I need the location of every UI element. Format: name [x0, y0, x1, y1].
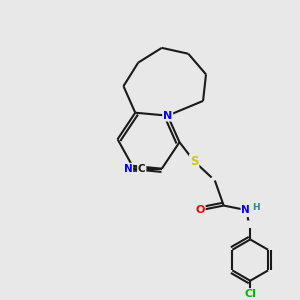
Text: N: N: [124, 164, 132, 174]
Text: H: H: [252, 203, 260, 212]
Text: S: S: [190, 155, 199, 168]
Text: N: N: [163, 111, 172, 121]
Text: Cl: Cl: [244, 289, 256, 299]
Text: N: N: [242, 205, 250, 215]
Text: O: O: [195, 205, 205, 215]
Text: C: C: [138, 164, 146, 174]
